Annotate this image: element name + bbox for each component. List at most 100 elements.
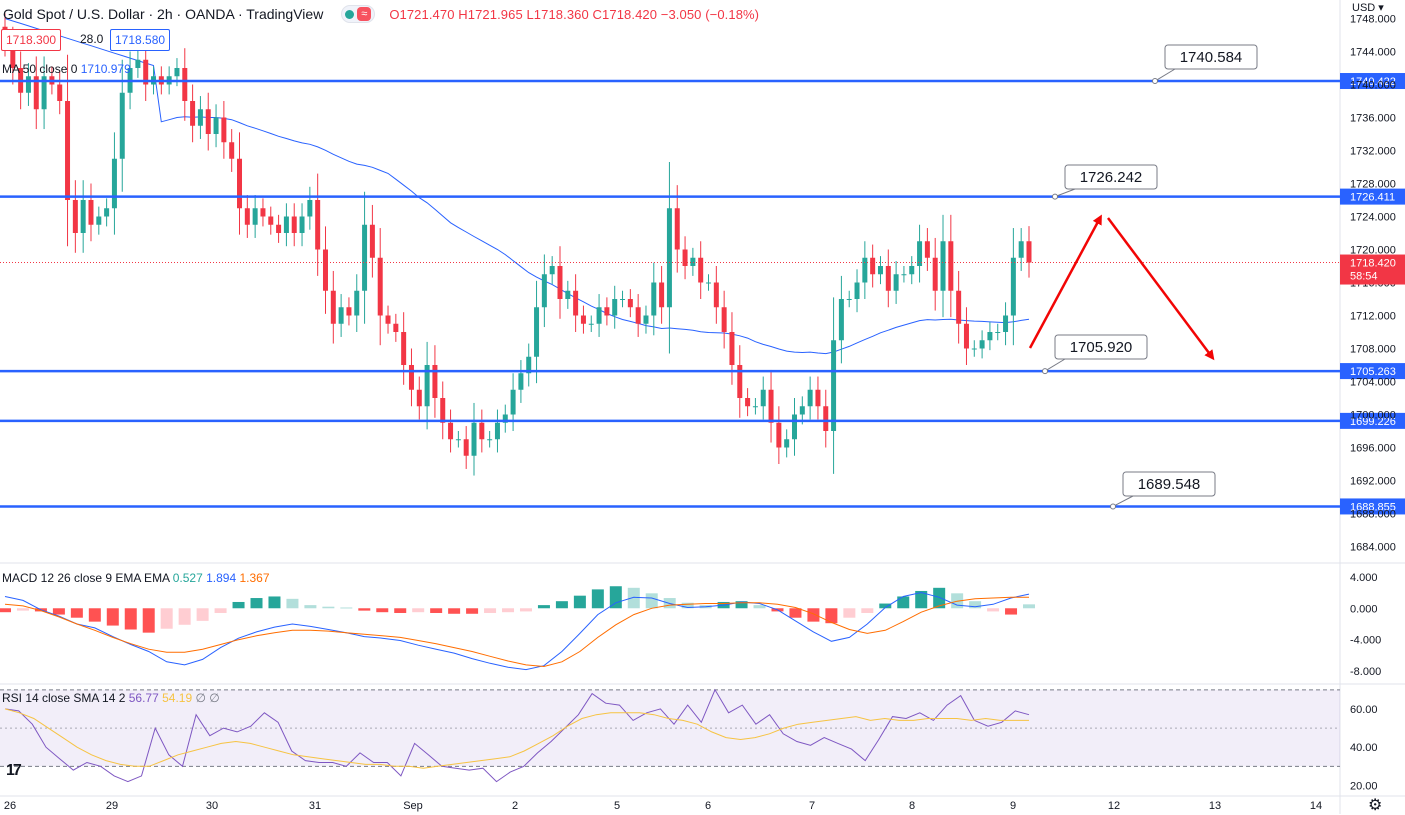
candle — [877, 266, 883, 275]
macd-histogram-bar — [681, 602, 694, 609]
candle — [604, 307, 610, 316]
forecast-arrow-down[interactable] — [1106, 217, 1215, 361]
price-tick-label: 1720.000 — [1350, 245, 1396, 257]
candle — [549, 266, 555, 275]
candle — [205, 109, 211, 134]
candle — [745, 398, 751, 407]
macd-histogram-bar — [537, 605, 550, 609]
candle — [252, 208, 258, 225]
candle — [510, 389, 516, 415]
price-callout[interactable]: 1726.242 — [1052, 164, 1158, 200]
macd-histogram-bar — [304, 605, 317, 609]
candle — [823, 406, 829, 431]
candle — [268, 216, 274, 225]
candle — [901, 274, 907, 276]
ma-legend-value: 1710.979 — [80, 62, 131, 76]
time-axis-label: 13 — [1209, 800, 1221, 812]
macd-histogram-bar — [573, 595, 586, 609]
macd-histogram-bar — [645, 593, 658, 609]
price-tick-label: 1708.000 — [1350, 344, 1396, 356]
callout-anchor — [1052, 193, 1058, 200]
candle — [799, 406, 805, 415]
symbol-title[interactable]: Gold Spot / U.S. Dollar · 2h · OANDA · T… — [3, 6, 324, 22]
status-pill[interactable]: ≈ — [341, 5, 376, 23]
replay-icon[interactable]: ≈ — [357, 7, 372, 21]
candle — [721, 307, 727, 332]
rsi-legend[interactable]: RSI 14 close SMA 14 2 56.77 54.19 ∅ ∅ — [2, 691, 220, 705]
candle — [119, 92, 125, 159]
macd-line — [4, 591, 1030, 671]
level-price-tag — [1340, 188, 1405, 205]
time-axis-label: 6 — [705, 800, 711, 812]
price-callout[interactable]: 1689.548 — [1110, 471, 1216, 510]
candle — [416, 389, 422, 407]
time-axis-label: 8 — [909, 800, 915, 812]
candle — [315, 200, 321, 250]
macd-histogram-bar — [627, 587, 640, 609]
callout-label: 1705.920 — [1070, 339, 1133, 356]
ma-legend[interactable]: MA 50 close 0 1710.979 — [2, 62, 131, 76]
time-axis-label: 9 — [1010, 800, 1016, 812]
macd-histogram-bar — [502, 608, 515, 613]
tradingview-logo-icon[interactable]: 17 — [6, 762, 22, 779]
sell-button[interactable]: 1718.300 — [1, 29, 62, 51]
rsi-tick-label: 60.00 — [1350, 704, 1378, 716]
macd-histogram-bar — [825, 608, 838, 624]
forecast-arrow-up[interactable] — [1028, 214, 1102, 349]
candle — [666, 208, 672, 308]
candle — [807, 389, 813, 407]
candle — [729, 332, 735, 365]
settings-gear-icon[interactable]: ⚙ — [1368, 797, 1383, 814]
candle — [369, 224, 375, 258]
macd-histogram-bar — [519, 608, 532, 612]
candle — [283, 216, 289, 233]
time-axis-label: Sep — [403, 800, 423, 812]
macd-histogram-bar — [987, 608, 1000, 612]
macd-histogram-bar — [340, 607, 353, 609]
candle — [424, 365, 430, 407]
macd-histogram-bar — [250, 598, 263, 609]
candle — [854, 282, 860, 299]
macd-legend[interactable]: MACD 12 26 close 9 EMA EMA 0.527 1.894 1… — [2, 571, 270, 585]
time-axis-label: 26 — [4, 800, 16, 812]
macd-histogram-bar — [843, 608, 856, 618]
candle — [526, 356, 532, 374]
macd-histogram-bar — [394, 608, 407, 613]
level-price-tag — [1340, 412, 1405, 429]
candle — [299, 216, 305, 233]
buy-button[interactable]: 1718.580 — [110, 29, 171, 51]
macd-histogram-bar — [1023, 604, 1035, 609]
candle — [635, 307, 641, 324]
candle — [143, 59, 149, 85]
candle — [33, 76, 39, 110]
candle — [221, 117, 227, 143]
macd-histogram-bar — [789, 608, 802, 618]
candle — [643, 315, 649, 324]
time-axis-label: 5 — [614, 800, 620, 812]
currency-label[interactable]: USD ▾ — [1352, 2, 1384, 14]
candle — [917, 241, 923, 266]
candle — [737, 365, 743, 398]
candle — [1010, 257, 1016, 316]
callout-box — [1122, 471, 1216, 497]
rsi-value: 56.77 — [128, 691, 159, 705]
price-tick-label: 1712.000 — [1350, 311, 1396, 323]
macd-histogram-bar — [430, 608, 443, 613]
price-tick-label: 1700.000 — [1350, 410, 1396, 422]
candle — [534, 307, 540, 357]
candle — [651, 282, 657, 316]
price-callout[interactable]: 1740.584 — [1152, 44, 1258, 85]
price-callout[interactable]: 1705.920 — [1042, 334, 1148, 375]
macd-histogram-bar — [1005, 608, 1018, 615]
level-price-label: 1726.411 — [1350, 192, 1395, 204]
candle — [104, 208, 110, 217]
macd-histogram-bar — [555, 601, 568, 609]
candle — [377, 257, 383, 316]
rsi-line — [4, 688, 1030, 783]
macd-histogram-bar — [16, 608, 29, 611]
candle — [831, 340, 837, 431]
candle — [479, 422, 485, 440]
macd-signal-line — [4, 596, 1029, 668]
candle — [541, 274, 547, 308]
